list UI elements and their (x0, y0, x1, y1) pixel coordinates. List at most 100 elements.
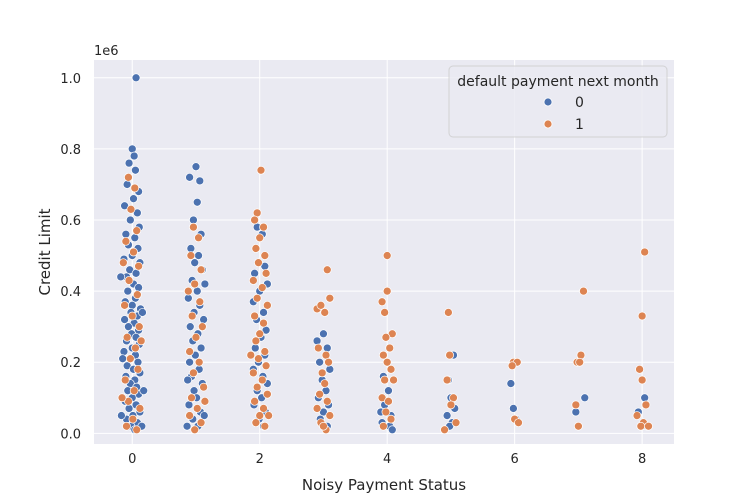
data-point-series-1 (380, 308, 389, 317)
data-point-series-1 (382, 286, 392, 296)
data-point-series-1 (125, 354, 135, 364)
y-offset-label: 1e6 (94, 44, 119, 59)
data-point-series-0 (194, 251, 203, 260)
data-point-series-0 (130, 233, 140, 243)
x-tick-label: 6 (511, 452, 519, 467)
data-point-series-0 (182, 421, 192, 431)
data-point-series-1 (636, 421, 646, 431)
data-point-series-1 (185, 347, 194, 356)
data-point-series-0 (199, 315, 208, 324)
data-point-series-1 (200, 396, 210, 406)
data-point-series-1 (260, 251, 270, 260)
data-point-series-0 (117, 411, 126, 420)
data-point-series-1 (314, 343, 323, 353)
data-point-series-1 (129, 386, 139, 396)
data-point-series-1 (248, 276, 258, 285)
data-point-series-1 (316, 300, 326, 310)
data-point-series-1 (132, 226, 142, 236)
data-point-series-1 (260, 347, 270, 356)
data-point-series-1 (379, 421, 388, 431)
data-point-series-0 (129, 151, 139, 161)
data-point-series-0 (250, 268, 259, 278)
data-point-series-1 (250, 311, 259, 321)
data-point-series-1 (186, 251, 196, 260)
x-axis-label: Noisy Payment Status (302, 476, 466, 494)
x-tick-label: 4 (383, 452, 391, 467)
legend-label-0: 0 (575, 95, 584, 111)
data-point-series-1 (199, 382, 208, 392)
data-points (116, 73, 653, 435)
legend-box (448, 65, 668, 138)
y-tick-label: 1.0 (60, 72, 81, 87)
data-point-series-1 (120, 375, 130, 385)
data-point-series-0 (124, 404, 134, 413)
data-point-series-1 (264, 411, 273, 420)
data-point-series-1 (255, 233, 265, 243)
data-point-series-0 (127, 144, 137, 154)
y-tick-label: 0.4 (60, 285, 81, 300)
data-point-series-1 (122, 332, 132, 342)
data-point-series-1 (259, 404, 268, 413)
data-point-series-1 (379, 350, 388, 360)
y-tick-labels: 0.0 0.2 0.4 0.6 0.8 1.0 (60, 72, 81, 443)
data-point-series-1 (514, 418, 523, 428)
data-point-series-1 (635, 364, 644, 374)
data-point-series-1 (250, 215, 259, 225)
data-point-series-1 (380, 375, 389, 385)
data-point-series-0 (127, 300, 137, 310)
data-point-series-1 (196, 265, 206, 275)
data-point-series-1 (192, 404, 202, 413)
data-point-series-1 (251, 244, 261, 253)
data-point-series-1 (118, 258, 128, 268)
data-point-series-1 (248, 368, 258, 378)
data-point-series-1 (325, 411, 335, 420)
x-tick-label: 0 (128, 452, 136, 467)
data-point-series-0 (185, 322, 195, 332)
data-point-series-1 (637, 375, 647, 385)
y-tick-label: 0.2 (60, 356, 81, 371)
data-point-series-1 (190, 279, 200, 289)
data-point-series-0 (191, 162, 201, 172)
data-point-series-1 (382, 251, 392, 260)
legend-marker-1 (543, 119, 553, 129)
data-point-series-1 (187, 393, 196, 403)
data-point-series-0 (123, 286, 133, 296)
data-point-series-1 (191, 332, 201, 342)
data-point-series-0 (118, 354, 128, 364)
data-point-series-0 (506, 379, 516, 388)
x-tick-label: 2 (256, 452, 264, 467)
data-point-series-1 (317, 368, 327, 378)
data-point-series-1 (189, 222, 198, 232)
data-point-series-1 (130, 183, 140, 193)
data-point-series-1 (131, 343, 140, 353)
data-point-series-1 (385, 343, 395, 353)
x-tick-label: 8 (638, 452, 646, 467)
data-point-series-1 (263, 300, 272, 310)
data-point-series-1 (381, 332, 391, 342)
legend-title: default payment next month (457, 74, 658, 90)
x-tick-labels: 0 2 4 6 8 (128, 452, 646, 467)
data-point-series-0 (250, 343, 260, 353)
data-point-series-0 (122, 180, 132, 189)
data-point-series-1 (507, 361, 517, 371)
data-point-series-1 (129, 247, 138, 257)
y-tick-label: 0.0 (60, 427, 81, 442)
data-point-series-1 (252, 293, 262, 303)
data-point-series-1 (389, 375, 398, 385)
data-point-series-1 (644, 421, 653, 431)
data-point-series-0 (192, 197, 202, 207)
legend-marker-0 (543, 97, 553, 107)
data-point-series-0 (131, 73, 141, 83)
data-point-series-1 (445, 350, 454, 360)
data-point-series-1 (257, 283, 267, 292)
data-point-series-0 (138, 308, 147, 317)
data-point-series-0 (199, 411, 209, 420)
y-axis-label: Credit Limit (36, 208, 54, 295)
legend: default payment next month 0 1 (448, 65, 668, 138)
data-point-series-1 (185, 411, 194, 420)
data-point-series-0 (134, 283, 143, 292)
data-point-series-1 (196, 418, 206, 428)
data-point-series-1 (132, 425, 142, 435)
data-point-series-1 (194, 233, 203, 243)
data-point-series-1 (312, 404, 322, 413)
